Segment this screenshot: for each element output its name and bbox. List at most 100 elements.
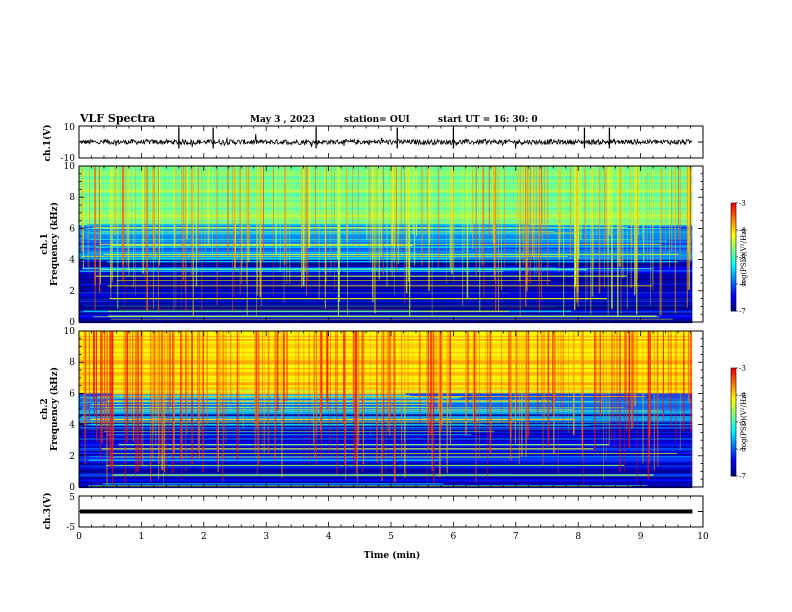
spectrogram-sferic: [374, 166, 376, 314]
spectrogram-sferic: [100, 166, 101, 285]
spectrogram-sferic: [370, 331, 371, 437]
spectrogram-row: [79, 353, 693, 356]
spectrogram-sferic: [256, 331, 258, 475]
colorbar-swatch: [731, 239, 736, 242]
spectrogram-sferic: [207, 166, 209, 247]
spectrogram-row: [79, 198, 693, 200]
spectrogram-sferic: [642, 331, 644, 464]
spectrogram-sferic: [153, 166, 154, 309]
spectrogram-row: [79, 214, 693, 216]
spectrogram-row: [79, 230, 693, 232]
spectrogram-sferic: [560, 166, 562, 243]
spectrogram-row: [79, 335, 693, 338]
spectrogram-sferic: [611, 331, 613, 440]
spectrogram-tone-line: [112, 240, 667, 242]
spectrogram-tone-line: [110, 311, 421, 312]
spectrogram-row: [79, 369, 693, 372]
spectrogram-row: [79, 379, 693, 381]
spectrogram-sferic: [413, 166, 416, 266]
spectrogram-sferic: [366, 166, 368, 240]
spectrogram-sferic: [372, 166, 374, 303]
spectrogram-row: [79, 270, 693, 272]
spectrogram-sferic: [609, 166, 611, 237]
spectrogram-dark-band: [79, 281, 693, 283]
spectrogram-sferic: [382, 166, 384, 275]
colorbar-swatch: [731, 432, 736, 435]
spectrogram-sferic: [286, 331, 288, 402]
spectrogram-row: [79, 262, 693, 264]
colorbar-swatch: [731, 264, 736, 267]
spectrogram-sferic: [199, 331, 201, 436]
spectrogram-sferic: [115, 166, 117, 233]
spectrogram-row: [79, 371, 693, 373]
spectrogram-sferic: [135, 331, 136, 479]
spectrogram-tone-line: [88, 252, 417, 254]
spectrogram-sferic: [376, 166, 378, 267]
spectrogram-sferic: [572, 166, 574, 233]
spectrogram-sferic: [262, 331, 264, 454]
spectrogram-sferic: [144, 166, 145, 243]
spectrogram-sferic: [676, 331, 678, 439]
spectrogram-sferic: [635, 166, 637, 287]
colorbar-tick-label: -3: [739, 365, 746, 373]
colorbar-swatch: [731, 269, 736, 272]
spectrogram-row: [79, 375, 693, 378]
spectrogram-sferic: [391, 166, 393, 240]
spectrogram-sferic: [623, 331, 626, 473]
spectrogram-dark-band: [79, 312, 693, 314]
spectrogram-sferic: [158, 331, 160, 479]
spectrogram-sferic: [188, 331, 190, 409]
spectrogram-sferic: [437, 331, 440, 409]
spectrogram-dark-band: [79, 308, 693, 310]
spectrogram-sferic: [314, 166, 316, 237]
spectrogram-sferic: [519, 166, 521, 316]
spectrogram-sferic: [304, 166, 306, 273]
colorbar-swatch: [731, 255, 736, 258]
spectrogram-sferic: [400, 166, 402, 252]
spectrogram-sferic: [393, 166, 395, 262]
spectrogram-sferic: [135, 166, 136, 296]
spectrogram-sferic: [370, 166, 371, 263]
spectrogram-sferic: [441, 331, 443, 426]
spectrogram-row: [79, 407, 693, 410]
spectrogram-sferic: [358, 331, 360, 446]
spectrogram-row: [79, 177, 693, 180]
spectrogram-sferic: [190, 166, 192, 275]
spectrogram-sferic: [580, 331, 582, 420]
spectrogram-sferic: [100, 331, 103, 437]
spectrogram-tone-line: [87, 397, 459, 399]
colorbar-swatch: [731, 300, 736, 303]
spectrogram-dark-band: [79, 462, 693, 464]
spectrogram-sferic: [518, 166, 519, 236]
spectrogram-sferic: [133, 166, 135, 287]
ch2-spectrogram-panel: 0 2 4 6 8 10: [64, 327, 704, 493]
spectrogram-row: [79, 385, 693, 388]
colorbar-swatch: [731, 266, 736, 269]
spectrogram-tone-line: [110, 243, 481, 245]
colorbar-swatch: [731, 251, 736, 254]
spectrogram-sferic: [407, 331, 409, 412]
spectrogram-sferic: [521, 331, 523, 458]
spectrogram-sferic: [100, 331, 101, 461]
colorbar-swatch: [731, 289, 736, 292]
spectrogram-dark-band: [79, 299, 693, 302]
colorbar-swatch: [731, 445, 736, 448]
spectrogram-sferic: [426, 166, 428, 235]
colorbar-swatch: [731, 474, 736, 477]
spectrogram-sferic: [472, 166, 474, 250]
spectrogram-row: [79, 342, 693, 345]
spectrogram-sferic: [426, 331, 428, 426]
spectrogram-row: [79, 366, 693, 369]
spectrogram-sferic: [683, 331, 685, 431]
spectrogram-row: [79, 313, 693, 316]
colorbar-swatch: [731, 224, 736, 227]
spectrogram-dark-band: [79, 284, 693, 286]
spectrogram-sferic: [427, 331, 428, 481]
spectrogram-row: [79, 231, 693, 234]
spectrogram-row: [79, 339, 693, 341]
spectrogram-sferic: [316, 331, 318, 467]
spectrogram-sferic: [563, 331, 564, 432]
spectrogram-ytick-label: 4: [69, 256, 75, 266]
spectrogram-tone-line: [106, 434, 472, 436]
spectrogram-sferic: [355, 331, 357, 461]
